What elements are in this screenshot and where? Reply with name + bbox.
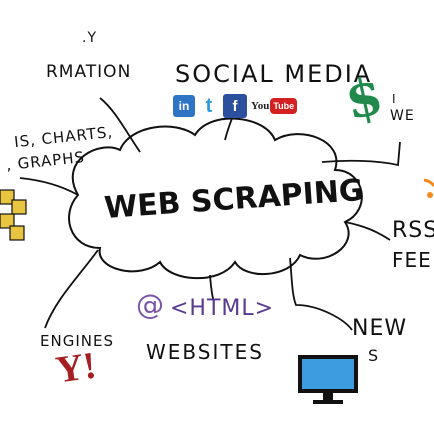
- label-information: RMATION: [46, 62, 132, 82]
- linkedin-icon: in: [173, 95, 195, 117]
- computer-monitor-icon: [298, 355, 358, 404]
- branch-lists: [19, 177, 79, 196]
- label-news-sub: S: [368, 346, 380, 365]
- label-news: NEW: [352, 316, 408, 341]
- twitter-icon: t: [205, 94, 213, 117]
- label-right-top: I: [392, 92, 397, 106]
- branch-news: [289, 257, 353, 331]
- yahoo-logo: Y!: [53, 344, 99, 392]
- at-symbol-icon: @: [136, 288, 164, 321]
- label-social-media: SOCIAL MEDIA: [175, 60, 373, 88]
- label-right-we: WE: [390, 108, 415, 124]
- rss-icon-partial: [423, 178, 434, 198]
- youtube-tube-text: Tube: [270, 98, 298, 114]
- label-websites: WEBSITES: [146, 340, 264, 364]
- sticky-notes-icon: [0, 189, 27, 241]
- branch-information: [99, 97, 141, 153]
- label-feeds: FEE: [392, 248, 432, 272]
- label-html: <HTML>: [170, 296, 275, 321]
- social-icons-row: in t f You Tube: [173, 94, 298, 118]
- youtube-icon: You Tube: [251, 98, 298, 114]
- branch-rss: [344, 221, 391, 241]
- label-engines: ENGINES: [40, 332, 114, 350]
- branch-dollar: [321, 141, 401, 167]
- central-cloud: [68, 117, 363, 280]
- branch-engines: [44, 249, 99, 329]
- label-information-top: .Y: [82, 30, 98, 46]
- label-rss: RSS: [392, 218, 434, 243]
- facebook-icon: f: [223, 94, 247, 118]
- youtube-you-text: You: [251, 100, 270, 112]
- branch-websites: [209, 274, 215, 303]
